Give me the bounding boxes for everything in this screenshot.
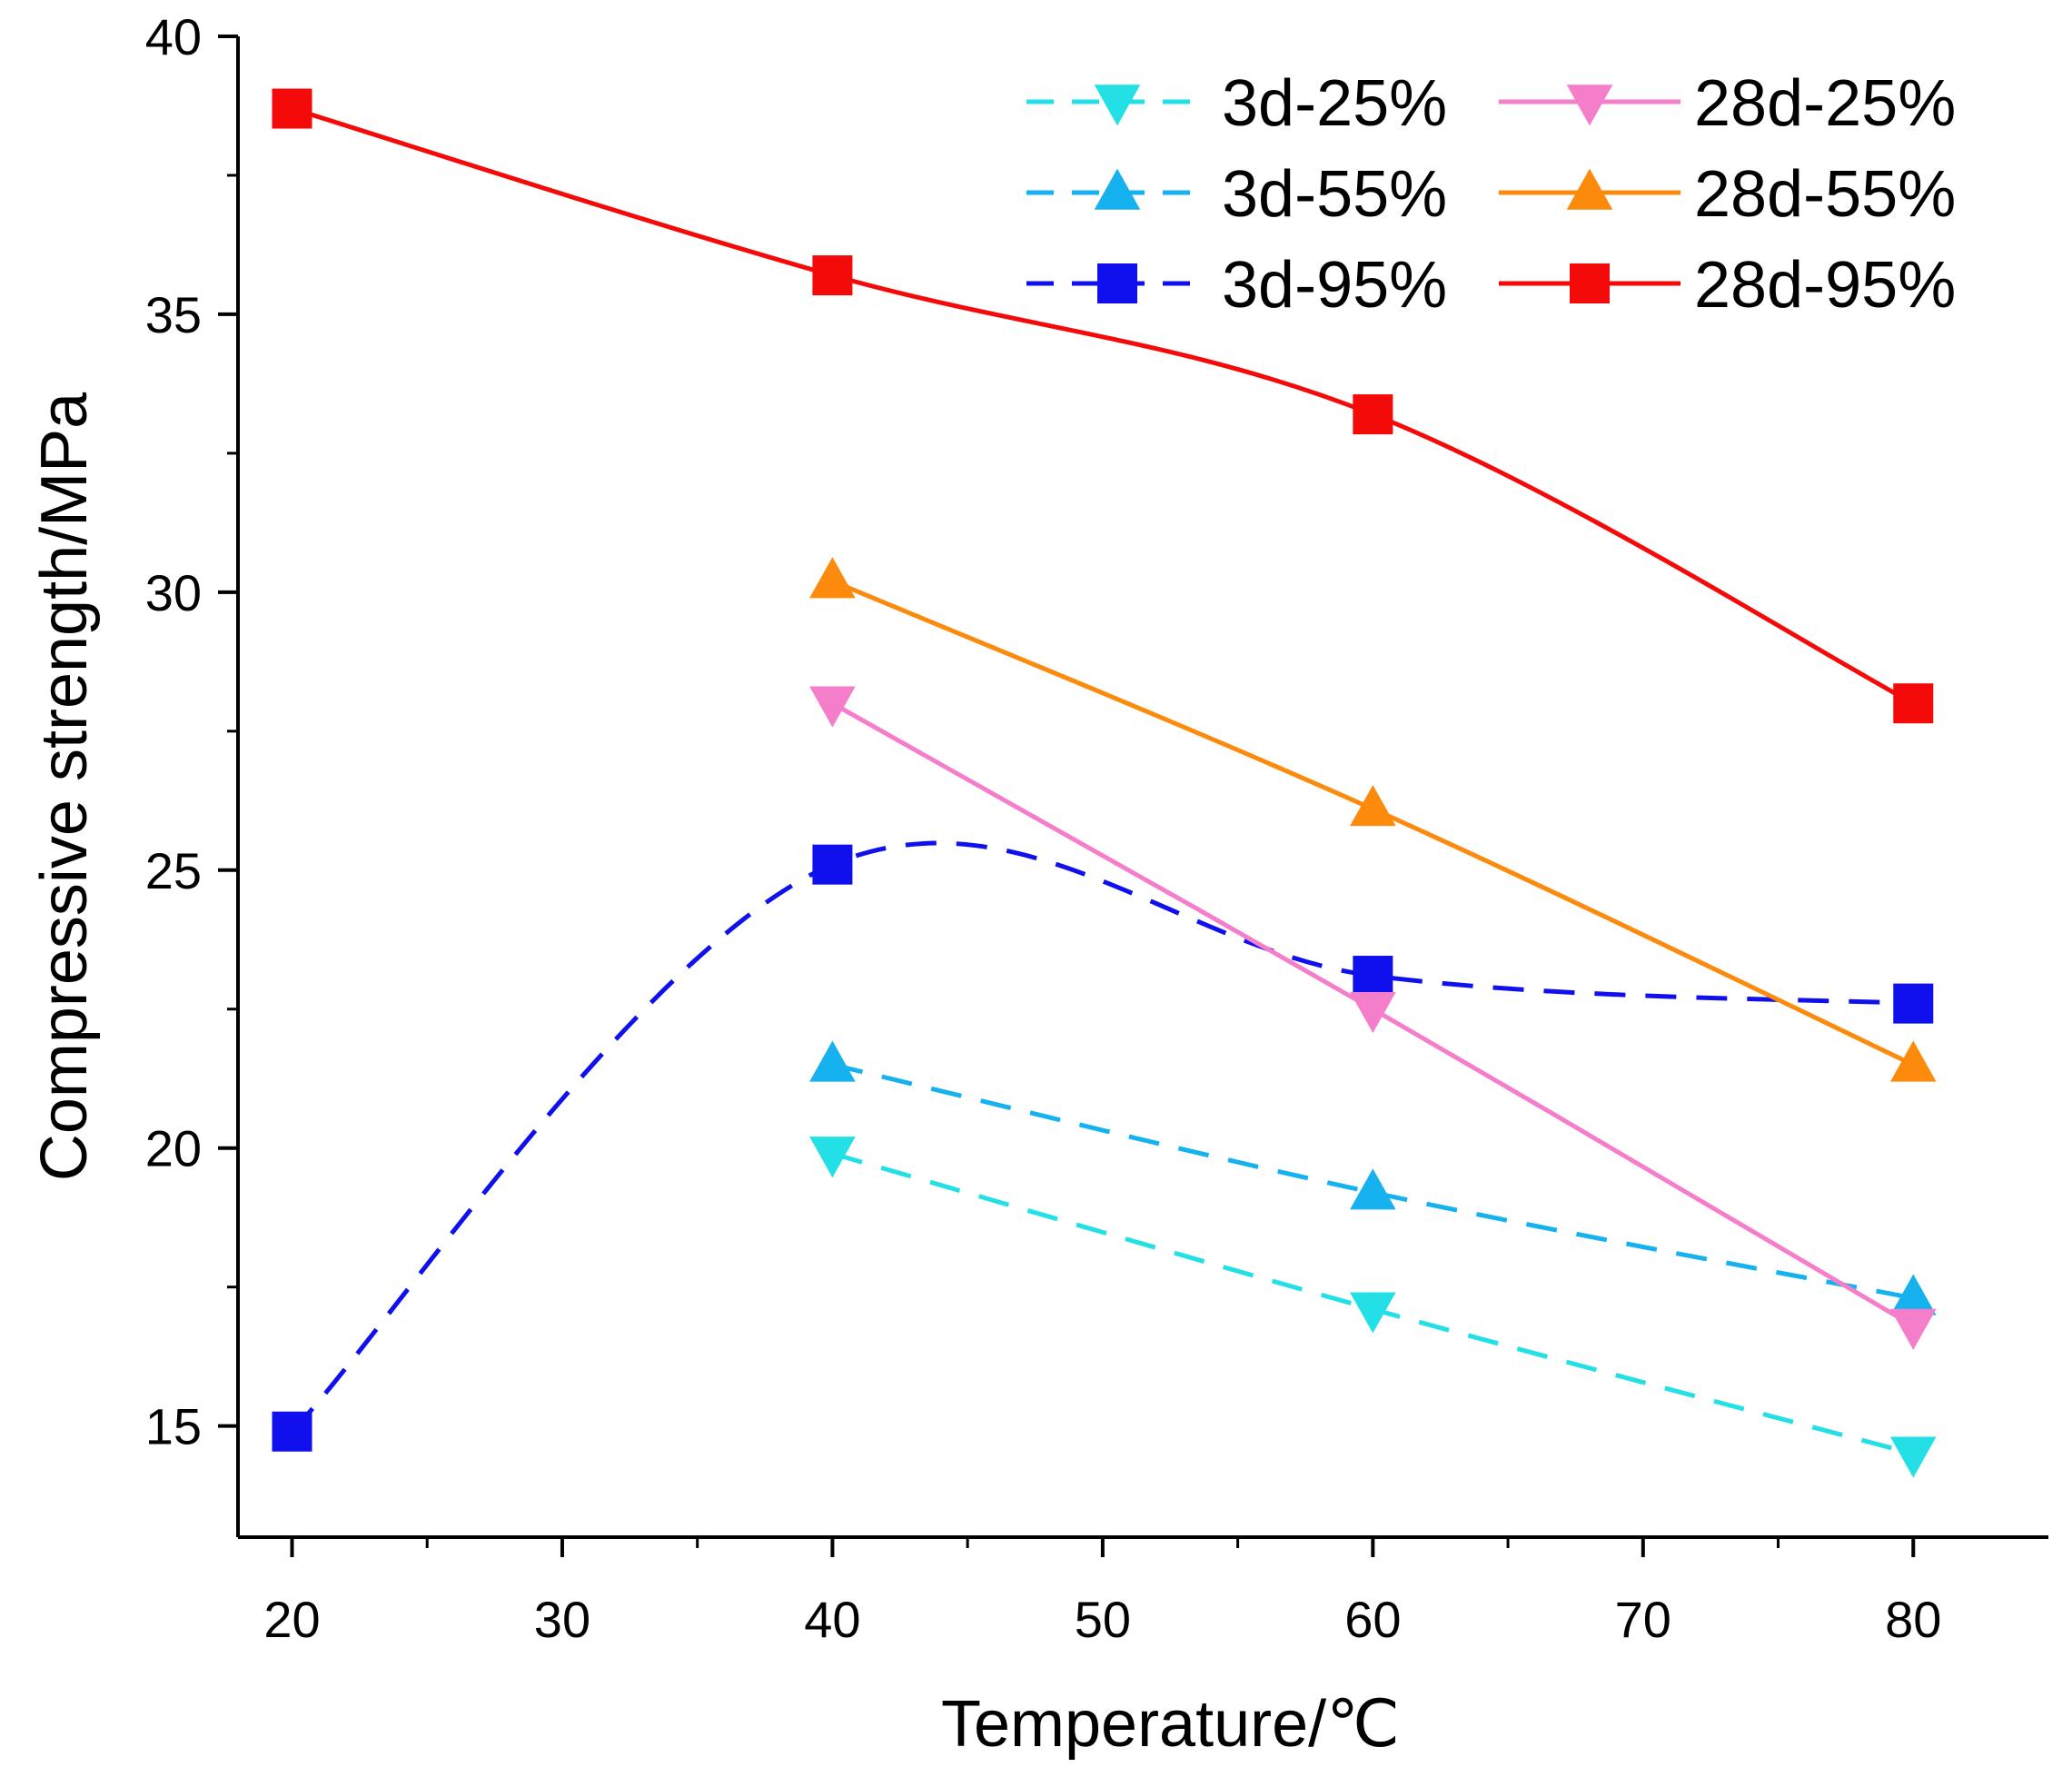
series-3d-95%	[272, 840, 1934, 1452]
x-axis-title: Temperature/℃	[941, 1688, 1400, 1761]
legend-item: 3d-95%	[1026, 249, 1447, 322]
legend-item: 28d-25%	[1499, 67, 1956, 140]
legend-label: 28d-25%	[1694, 67, 1956, 140]
legend-item: 3d-55%	[1026, 158, 1447, 231]
legend-swatch-marker	[1566, 84, 1613, 126]
data-point	[272, 1411, 312, 1452]
legend-label: 3d-55%	[1222, 158, 1447, 231]
x-tick-label: 50	[1075, 1591, 1131, 1648]
series-3d-25%	[809, 1137, 1937, 1478]
x-tick-label: 70	[1615, 1591, 1671, 1648]
series-line	[291, 106, 1915, 706]
legend-swatch-marker	[1094, 84, 1141, 126]
data-point	[1350, 785, 1396, 827]
data-point	[1889, 1040, 1937, 1082]
series-3d-55%	[809, 1040, 1937, 1315]
series-layer	[272, 88, 1937, 1478]
data-point	[809, 1137, 856, 1178]
legend-item: 28d-55%	[1499, 158, 1956, 231]
data-point	[1889, 1274, 1937, 1315]
series-28d-25%	[809, 686, 1937, 1350]
data-point	[809, 557, 856, 599]
x-tick-label: 30	[534, 1591, 590, 1648]
y-tick-label: 30	[145, 564, 202, 621]
y-tick-label: 25	[145, 842, 202, 899]
series-28d-55%	[809, 557, 1937, 1082]
legend-label: 3d-95%	[1222, 249, 1447, 322]
legend-item: 3d-25%	[1026, 67, 1447, 140]
legend-swatch-marker	[1570, 263, 1610, 303]
legend-swatch-marker	[1094, 168, 1141, 210]
legend: 3d-25% 3d-55% 3d-95% 28d-25% 28d-55% 28d-95%	[1026, 67, 1956, 322]
y-axis-title: Compressive strength/MPa	[28, 392, 101, 1181]
data-point	[1353, 394, 1393, 435]
x-tick-label: 20	[263, 1591, 320, 1648]
data-point	[1350, 992, 1396, 1034]
legend-label: 28d-55%	[1694, 158, 1956, 231]
legend-swatch-marker	[1097, 263, 1137, 303]
data-point	[272, 88, 312, 129]
data-point	[1353, 956, 1393, 997]
series-line	[831, 1062, 1914, 1301]
legend-label: 28d-95%	[1694, 249, 1956, 322]
x-tick-label: 80	[1885, 1591, 1941, 1648]
x-tick-label: 40	[804, 1591, 860, 1648]
data-point	[812, 255, 853, 296]
data-point	[809, 1040, 856, 1082]
y-tick-label: 40	[145, 8, 202, 65]
series-line	[290, 840, 1914, 1434]
y-tick-label: 35	[145, 286, 202, 343]
legend-label: 3d-25%	[1222, 67, 1447, 140]
data-point	[809, 686, 856, 728]
data-point	[812, 844, 853, 885]
data-point	[1893, 983, 1934, 1024]
legend-swatch-marker	[1566, 168, 1613, 210]
data-point	[1893, 683, 1934, 724]
y-tick-label: 20	[145, 1120, 202, 1177]
data-point	[1350, 1168, 1396, 1210]
data-point	[1350, 1292, 1396, 1334]
series-28d-95%	[272, 88, 1934, 724]
data-point	[1889, 1436, 1937, 1478]
data-point	[1889, 1308, 1937, 1350]
y-tick-label: 15	[145, 1398, 202, 1455]
x-tick-label: 60	[1344, 1591, 1401, 1648]
legend-item: 28d-95%	[1499, 249, 1956, 322]
axes: 20 30 40 50 60 70 80 15 20 25 30 35 40	[145, 8, 2048, 1648]
